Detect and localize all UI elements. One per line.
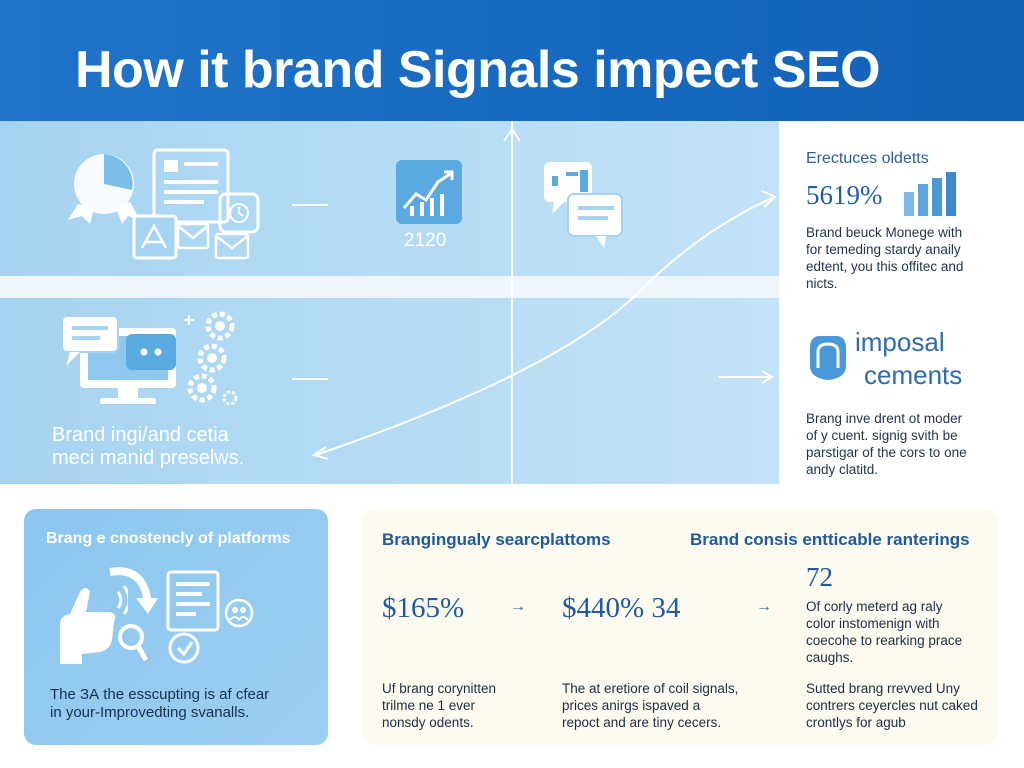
stat-description: coecohe to rearking prace bbox=[806, 633, 963, 648]
page-title: How it brand Signals impect SEO bbox=[75, 41, 881, 99]
header-banner: How it brand Signals impect SEO bbox=[0, 0, 1024, 121]
chat-bubbles-icon bbox=[544, 162, 623, 248]
card-note: repoct and are tiny cecers. bbox=[562, 715, 722, 730]
vertical-divider bbox=[511, 126, 513, 486]
year-label: 2120 bbox=[404, 230, 447, 251]
card-note: trilme ne 1 ever bbox=[382, 698, 476, 713]
card-note: nonsdy odents. bbox=[382, 715, 474, 730]
gears-icon bbox=[184, 311, 238, 406]
card-note: contrers ceyercles nut caked bbox=[806, 698, 978, 713]
card-note: crontlys for agub bbox=[806, 715, 906, 730]
row2-label: meci manid preselws. bbox=[52, 447, 245, 469]
people-icon bbox=[224, 598, 254, 628]
stat-description: color instomenign with bbox=[806, 616, 940, 631]
flow-arrow-icon bbox=[311, 121, 777, 460]
dash-line bbox=[292, 204, 328, 206]
mail-icon bbox=[214, 232, 250, 260]
line-chart-icon bbox=[396, 160, 462, 224]
right-mid-title: cements bbox=[864, 360, 963, 390]
platforms-card-body: The ЗА the esscupting is af cfear bbox=[50, 686, 270, 703]
search-platforms-title: Brangingualy searcplattoms bbox=[382, 530, 611, 549]
pie-chart-icon bbox=[68, 154, 140, 224]
shield-icon bbox=[810, 336, 846, 380]
card-note: The at eretiore of coil signals, bbox=[562, 681, 739, 696]
card-note: Uf brang corynitten bbox=[382, 681, 497, 696]
platforms-card-title: Brang e cnostencly of platforms bbox=[46, 530, 291, 547]
stat-description: Of corly meterd ag raly bbox=[806, 599, 943, 614]
right-body-line: of y cuent. signig svith be bbox=[806, 428, 958, 443]
image-icon bbox=[132, 214, 178, 260]
right-body-line: nicts. bbox=[806, 276, 838, 291]
right-body-line: Brand beuck Monege with bbox=[806, 225, 963, 240]
card-note: prices anirgs ispaved a bbox=[562, 698, 701, 713]
card-note: Sutted brang rrevved Uny bbox=[806, 681, 960, 696]
hand-icon bbox=[60, 585, 128, 664]
search-platforms-card bbox=[362, 509, 998, 745]
mail-icon bbox=[176, 222, 210, 250]
right-heading: Erectuces oldetts bbox=[806, 150, 929, 167]
brand-consistency-title: Brand consis entticable ranterings bbox=[690, 530, 970, 549]
magnifier-icon bbox=[118, 624, 149, 662]
bar-chart-icon bbox=[904, 172, 956, 216]
right-stat: 5619% bbox=[806, 180, 883, 210]
report-icon bbox=[166, 570, 220, 664]
right-mid-title: imposal bbox=[855, 327, 945, 357]
computer-chat-icon bbox=[61, 315, 176, 404]
platforms-card-body: in your-Improvedting svanalls. bbox=[50, 704, 250, 721]
right-body-line: Brang inve drent ot moder bbox=[806, 411, 963, 426]
dash-line bbox=[292, 378, 328, 380]
right-body-line: edtent, you this offitec and bbox=[806, 259, 964, 274]
right-body-line: parstigar of the cors to one bbox=[806, 445, 967, 460]
right-body-line: for temeding stardy anaily bbox=[806, 242, 961, 257]
arrow-right-icon: → bbox=[510, 598, 526, 615]
stat-description: caughs. bbox=[806, 650, 854, 665]
document-icon bbox=[152, 148, 230, 224]
row-gap bbox=[0, 276, 779, 298]
stat-value: $165% bbox=[382, 592, 465, 624]
right-body-line: andy clatitd. bbox=[806, 462, 879, 477]
stat-value: 72 bbox=[806, 562, 833, 592]
stat-value: $440% 34 bbox=[562, 592, 681, 624]
arrow-right-icon: → bbox=[756, 598, 772, 615]
row2-label: Brand ingi/and cetia bbox=[52, 424, 229, 446]
right-panel bbox=[779, 121, 1024, 484]
clock-icon bbox=[218, 192, 260, 234]
curved-arrow-icon bbox=[109, 567, 158, 614]
